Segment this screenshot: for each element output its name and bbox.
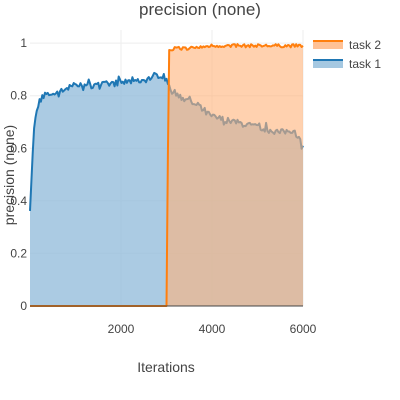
legend-swatch <box>313 60 343 68</box>
x-tick-label: 4000 <box>199 322 226 336</box>
y-tick-label: 0.8 <box>10 89 27 103</box>
legend[interactable]: task 2 task 1 <box>313 38 381 71</box>
legend-item-task-2[interactable]: task 2 <box>313 38 381 52</box>
y-axis-title: precision (none) <box>1 125 17 225</box>
y-tick-label: 0 <box>20 299 27 313</box>
chart-title: precision (none) <box>139 0 261 19</box>
y-tick-label: 0.4 <box>10 194 27 208</box>
y-tick-label: 1 <box>20 36 27 50</box>
x-axis-title: Iterations <box>137 359 195 375</box>
axis-ticks: 0 0.2 0.4 0.6 0.8 1 2000 4000 6000 <box>10 36 316 336</box>
legend-swatch <box>313 41 343 49</box>
x-tick-label: 2000 <box>108 322 135 336</box>
series-area-task-2 <box>30 44 303 306</box>
legend-label: task 2 <box>349 38 381 52</box>
y-tick-label: 0.2 <box>10 246 27 260</box>
y-tick-label: 0.6 <box>10 141 27 155</box>
x-tick-label: 6000 <box>290 322 317 336</box>
legend-item-task-1[interactable]: task 1 <box>313 57 381 71</box>
plot-area <box>29 43 304 307</box>
legend-label: task 1 <box>349 57 381 71</box>
